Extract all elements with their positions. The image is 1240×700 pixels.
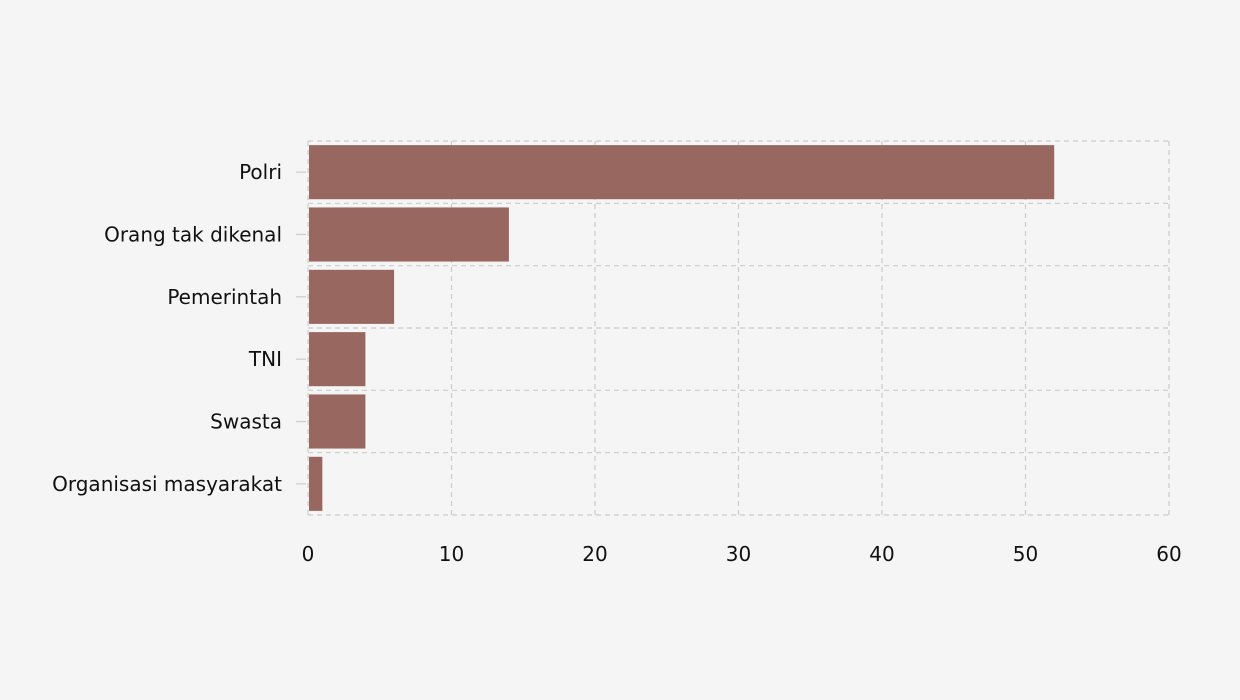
x-tick-label-2: 20: [582, 542, 607, 566]
x-tick-label-5: 50: [1013, 542, 1038, 566]
bar-5: [309, 456, 323, 511]
category-label-1: Orang tak dikenal: [104, 223, 282, 247]
bar-0: [309, 145, 1055, 200]
category-label-5: Organisasi masyarakat: [52, 472, 282, 496]
category-label-0: Polri: [239, 160, 282, 184]
x-tick-label-3: 30: [726, 542, 751, 566]
bar-3: [309, 332, 366, 387]
bar-1: [309, 207, 509, 262]
label-layer: Polri Orang tak dikenal Pemerintah TNI Swast…: [52, 160, 1182, 566]
x-tick-label-4: 40: [869, 542, 894, 566]
x-tick-label-0: 0: [302, 542, 315, 566]
x-tick-label-1: 10: [439, 542, 464, 566]
bar-layer: [309, 145, 1055, 511]
bar-4: [309, 394, 366, 449]
category-label-2: Pemerintah: [167, 285, 282, 309]
bar-2: [309, 269, 395, 324]
category-label-3: TNI: [248, 347, 282, 371]
axis-layer: [296, 171, 306, 485]
x-tick-label-6: 60: [1156, 542, 1181, 566]
category-label-4: Swasta: [210, 410, 282, 434]
